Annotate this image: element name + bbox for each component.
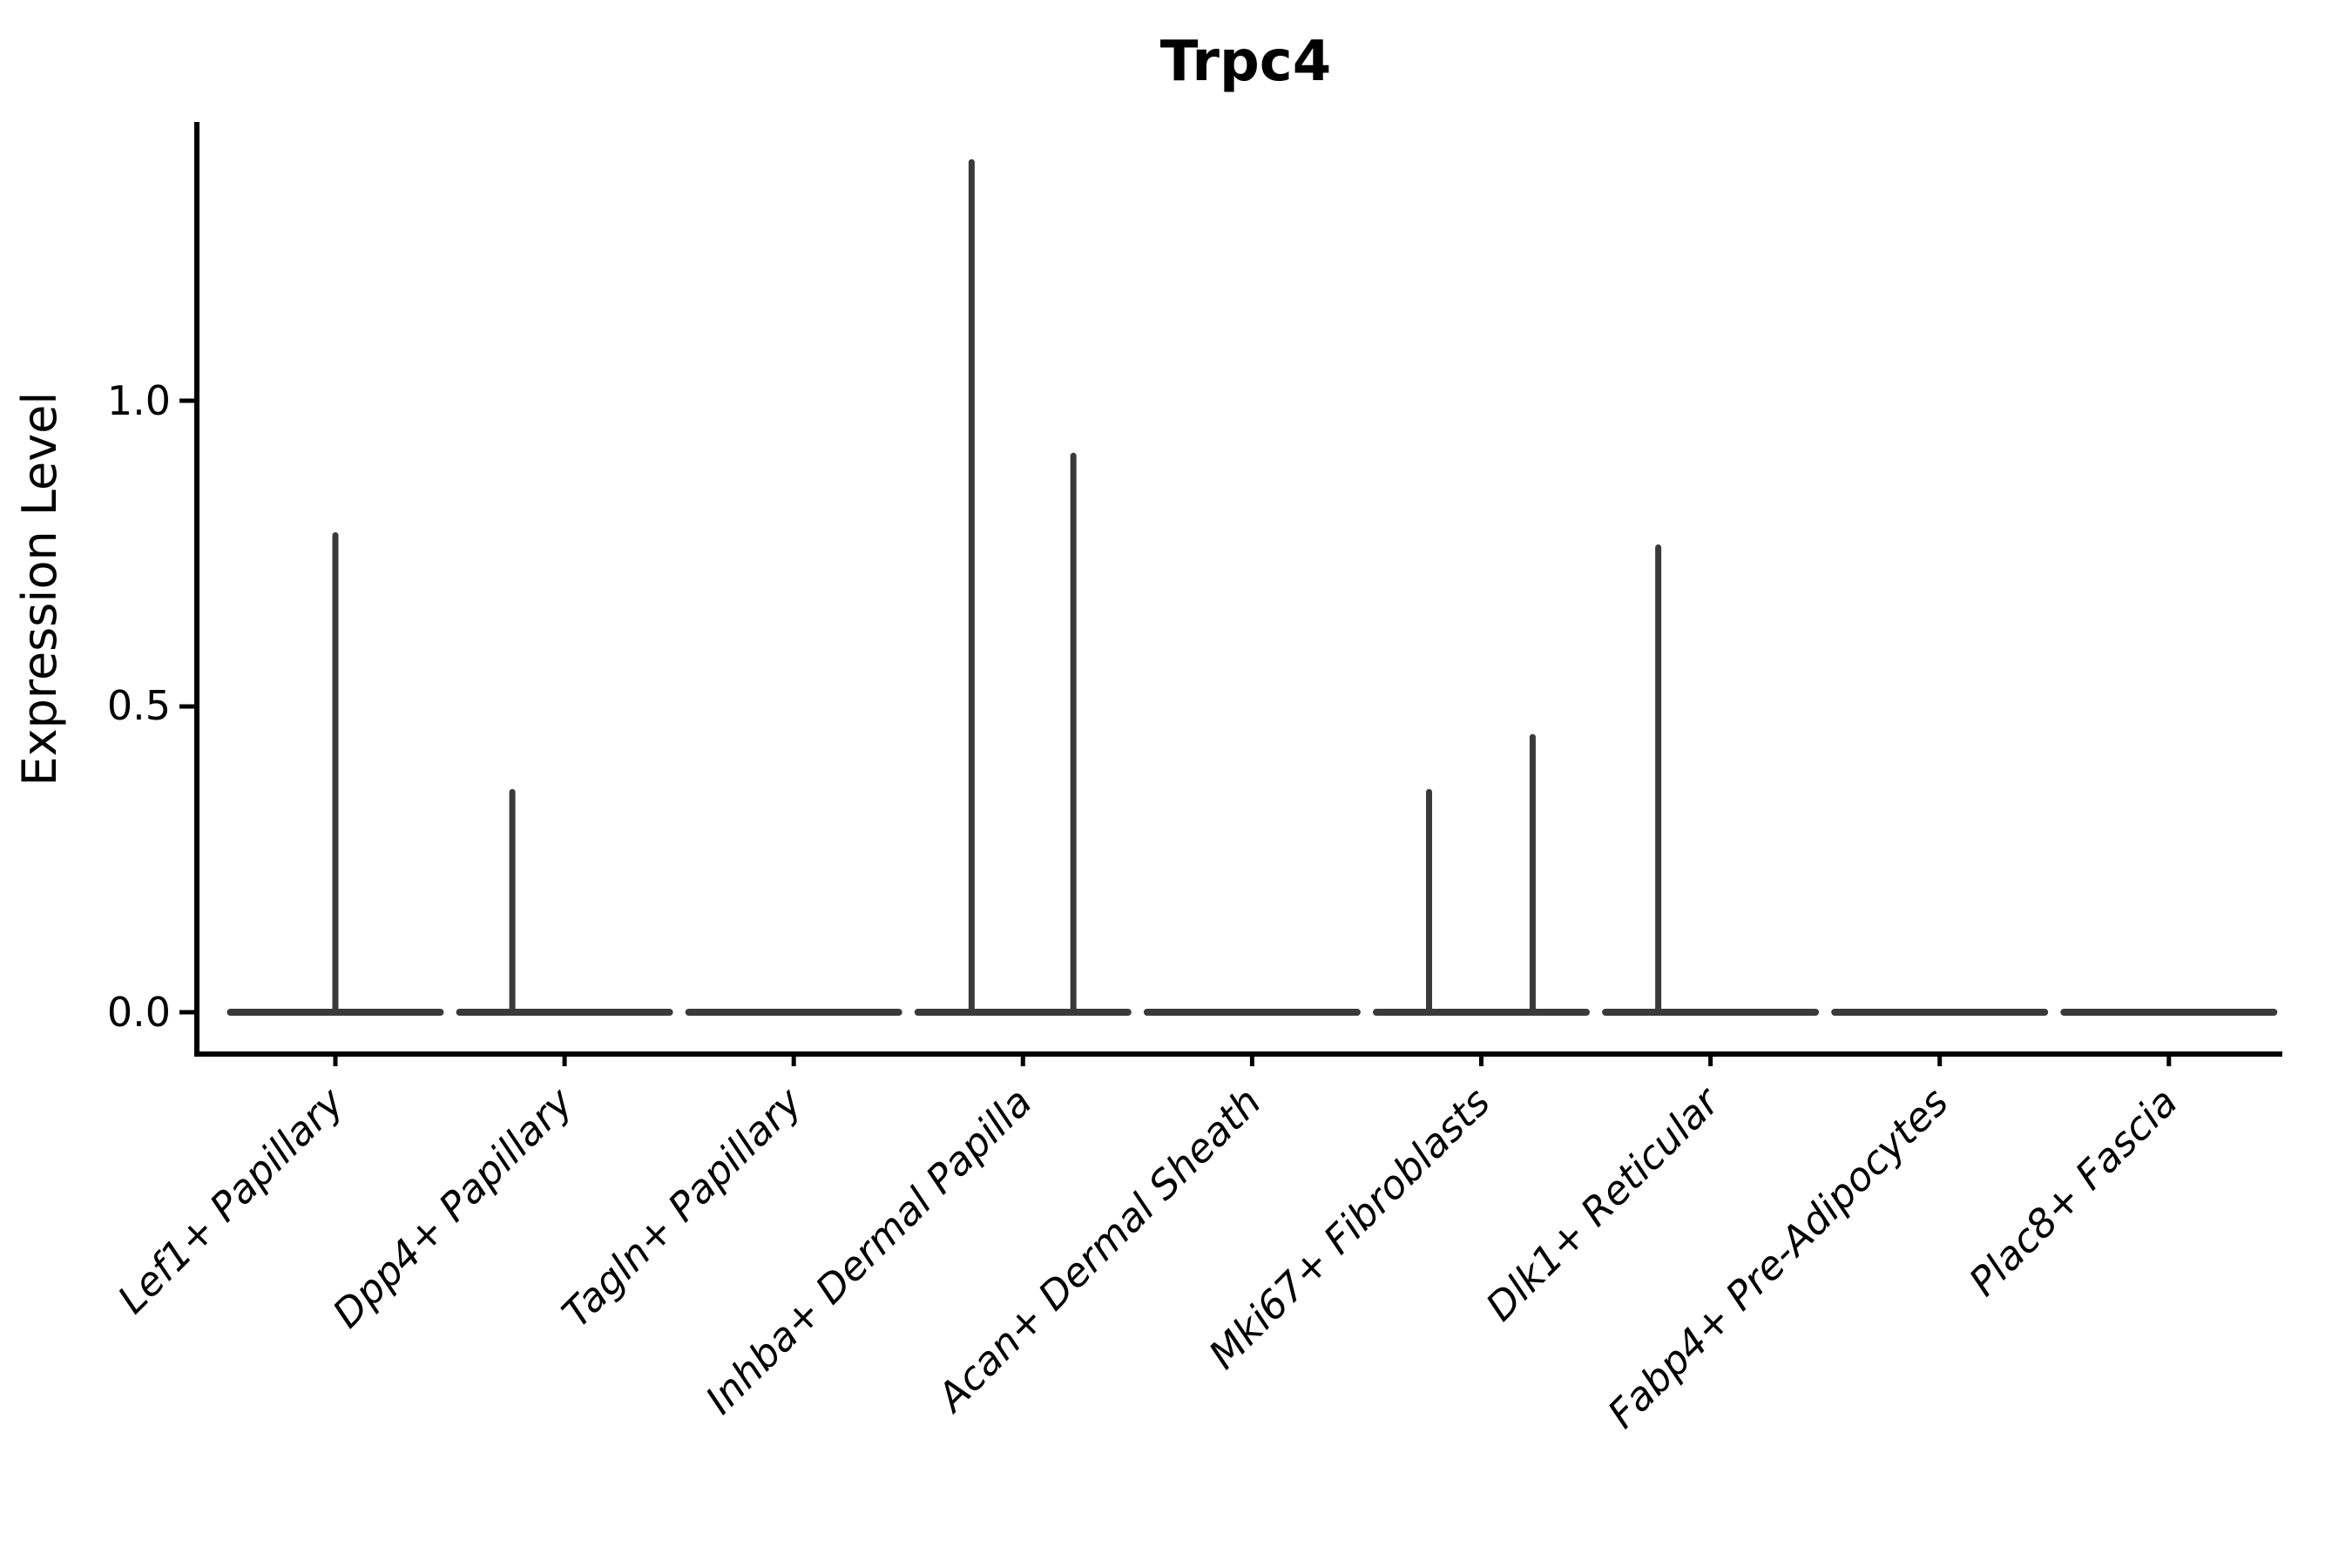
y-tick-label-1: 1.0 <box>107 377 171 424</box>
x-tick-label-lef1: Lef1+ Papillary <box>109 1078 354 1322</box>
x-tick-label-tagln: Tagln+ Papillary <box>553 1078 812 1336</box>
x-tick-label-dlk1: Dlk1+ Reticular <box>1477 1078 1729 1330</box>
y-tick-labels: 0.0 0.5 1.0 <box>107 377 171 1036</box>
y-tick-label-05: 0.5 <box>107 682 171 729</box>
y-tick-label-0: 0.0 <box>107 989 171 1036</box>
y-axis-label: Expression Level <box>12 392 67 787</box>
x-tick-label-plac8: Plac8+ Fascia <box>1960 1078 2186 1305</box>
axes <box>179 122 2282 1066</box>
plot-title: Trpc4 <box>1160 30 1331 94</box>
x-tick-labels: Lef1+ Papillary Dpp4+ Papillary Tagln+ P… <box>109 1078 2186 1437</box>
x-tick-label-dpp4: Dpp4+ Papillary <box>324 1078 583 1336</box>
violins <box>226 159 2278 1016</box>
